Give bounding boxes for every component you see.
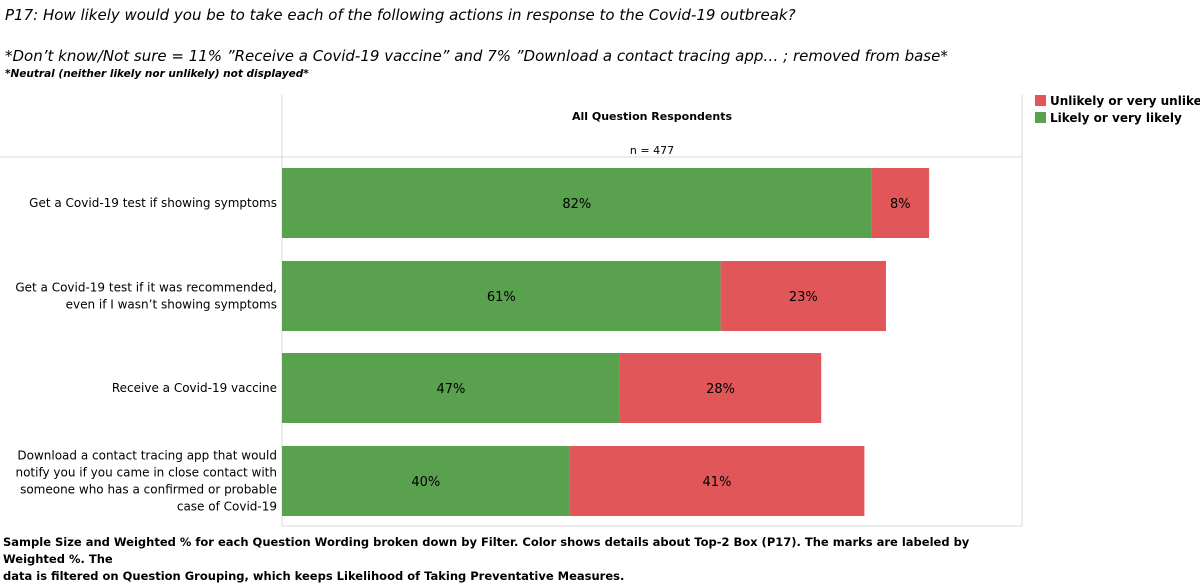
bar-likely[interactable] [282,353,620,423]
category-label-line: Get a Covid-19 test if it was recommende… [15,281,277,295]
footer-line-1: Sample Size and Weighted % for each Ques… [3,535,970,566]
footer-caption: Sample Size and Weighted % for each Ques… [3,534,1033,585]
value-label-likely: 47% [437,382,466,397]
value-label-unlikely: 41% [703,475,732,490]
sample-size-label: n = 477 [630,144,674,157]
category-label: Get a Covid-19 test if showing symptoms [29,196,277,210]
category-label-line: notify you if you came in close contact … [15,466,277,480]
footer-line-2: data is filtered on Question Grouping, w… [3,569,625,583]
category-label-line: someone who has a confirmed or probable [20,483,277,497]
legend-swatch-unlikely [1035,95,1046,106]
category-label-line: even if I wasn’t showing symptoms [66,298,277,312]
category-label: Receive a Covid-19 vaccine [112,381,277,395]
value-label-likely: 61% [487,290,516,305]
question-title: P17: How likely would you be to take eac… [5,6,796,24]
bar-likely[interactable] [282,168,872,238]
bar-unlikely[interactable] [619,353,822,423]
bar-unlikely[interactable] [871,168,930,238]
legend-label-likely: Likely or very likely [1050,110,1182,125]
value-labels: 82% 8% 61% 23% 47% 28% 40% 41% [411,197,910,490]
neutral-note: *Neutral (neither likely nor unlikely) n… [5,68,309,80]
value-label-likely: 40% [411,475,440,490]
category-labels: Get a Covid-19 test if showing symptoms G… [15,196,277,514]
category-label: Download a contact tracing app that woul… [15,449,277,514]
bar-unlikely[interactable] [720,261,886,331]
value-label-unlikely: 8% [890,197,911,212]
legend: Unlikely or very unlikely Likely or very… [1035,92,1200,126]
category-label-line: Get a Covid-19 test if showing symptoms [29,196,277,210]
bars [282,168,930,516]
value-label-unlikely: 28% [706,382,735,397]
bar-likely[interactable] [282,446,570,516]
bar-unlikely[interactable] [569,446,865,516]
dont-know-note: *Don’t know/Not sure = 11% ”Receive a Co… [5,47,948,65]
category-label-line: case of Covid-19 [177,500,277,514]
legend-item-unlikely[interactable]: Unlikely or very unlikely [1035,92,1200,109]
legend-swatch-likely [1035,112,1046,123]
bar-likely[interactable] [282,261,721,331]
category-label-line: Download a contact tracing app that woul… [17,449,277,463]
value-label-likely: 82% [562,197,591,212]
column-header: All Question Respondents [572,110,732,123]
stacked-bar-chart: All Question Respondents n = 477 Get a C… [0,95,1023,527]
value-label-unlikely: 23% [789,290,818,305]
legend-label-unlikely: Unlikely or very unlikely [1050,93,1200,108]
category-label-line: Receive a Covid-19 vaccine [112,381,277,395]
legend-item-likely[interactable]: Likely or very likely [1035,109,1200,126]
category-label: Get a Covid-19 test if it was recommende… [15,281,277,312]
